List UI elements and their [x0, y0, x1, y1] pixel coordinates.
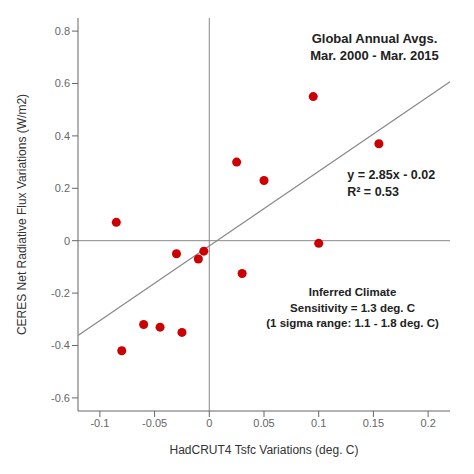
svg-text:-0.2: -0.2 — [51, 287, 70, 299]
svg-text:0.05: 0.05 — [253, 417, 274, 429]
svg-text:0.15: 0.15 — [363, 417, 384, 429]
svg-text:-0.6: -0.6 — [51, 392, 70, 404]
html-text:Inferred Climate Sensitivity =: Inferred Climate Sensitivity = 1.3 deg. … — [266, 286, 439, 330]
svg-text:-0.4: -0.4 — [51, 339, 70, 351]
html-text:y = 2.85x - 0.02 R² = 0.53: y = 2.85x - 0.02 R² = 0.53 — [347, 168, 436, 200]
svg-text:-0.05: -0.05 — [142, 417, 167, 429]
svg-text:0.8: 0.8 — [55, 25, 70, 37]
svg-text:0.1: 0.1 — [311, 417, 326, 429]
svg-text:0: 0 — [206, 417, 212, 429]
svg-text:HadCRUT4 Tsfc Variations (deg.: HadCRUT4 Tsfc Variations (deg. C) — [170, 443, 359, 457]
svg-text:-0.1: -0.1 — [90, 417, 109, 429]
svg-text:0.2: 0.2 — [420, 417, 435, 429]
svg-text:0.6: 0.6 — [55, 77, 70, 89]
svg-text:0: 0 — [64, 235, 70, 247]
html-text:Global Annual Avgs. Mar. 2000: Global Annual Avgs. Mar. 2000 - Mar. 201… — [310, 30, 439, 64]
svg-text:0.4: 0.4 — [55, 130, 70, 142]
svg-text:CERES Net Radiative Flux Varia: CERES Net Radiative Flux Variations (W/m… — [15, 94, 29, 335]
svg-text:0.2: 0.2 — [55, 182, 70, 194]
